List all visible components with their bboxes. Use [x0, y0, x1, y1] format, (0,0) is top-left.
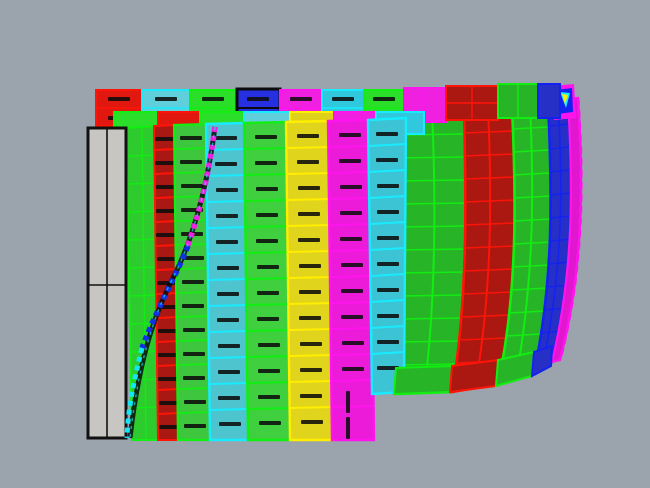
header-cell-t9[interactable] — [445, 85, 499, 121]
strip-cyan-1[interactable] — [204, 121, 252, 442]
strip-green-3[interactable] — [242, 120, 294, 442]
band-magenta-edge — [550, 96, 583, 364]
side-plate[interactable] — [86, 126, 128, 440]
strip-yellow-1[interactable] — [284, 119, 336, 442]
header-cell-t10[interactable] — [497, 83, 539, 119]
header-cell-t11[interactable] — [537, 83, 561, 119]
lower-band-fragments — [392, 344, 554, 396]
strip-cyan-2[interactable] — [366, 116, 408, 396]
deformation-curve — [124, 126, 218, 439]
right-band-group[interactable] — [394, 96, 583, 396]
strip-magenta-1[interactable] — [326, 118, 376, 442]
